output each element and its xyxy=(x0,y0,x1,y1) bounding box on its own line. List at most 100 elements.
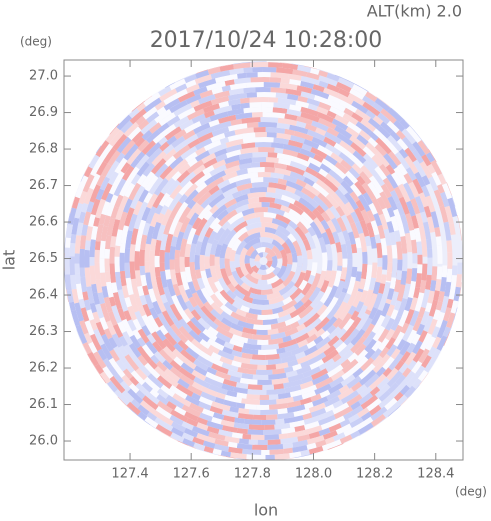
radar-cell xyxy=(180,349,196,364)
radar-cell xyxy=(135,115,146,126)
radar-cell xyxy=(373,292,383,309)
radar-cell xyxy=(127,166,140,181)
radar-cell xyxy=(222,194,234,204)
radar-cell xyxy=(303,138,320,150)
radar-cell xyxy=(124,354,140,372)
radar-cell xyxy=(246,81,264,88)
radar-cell xyxy=(196,126,215,139)
radar-cell xyxy=(320,219,330,230)
radar-cell xyxy=(259,264,267,271)
radar-cell xyxy=(342,230,350,242)
radar-cell xyxy=(307,103,318,111)
radar-cell xyxy=(250,177,264,183)
radar-cell xyxy=(404,351,417,366)
radar-cell xyxy=(229,375,241,383)
radar-cell xyxy=(214,243,223,257)
radar-cell xyxy=(164,233,174,253)
radar-cell xyxy=(378,390,391,402)
radar-cell xyxy=(366,222,375,238)
radar-cell xyxy=(269,449,284,455)
radar-cell xyxy=(99,143,113,161)
radar-cell xyxy=(244,403,257,410)
radar-cell xyxy=(437,184,445,194)
radar-cell xyxy=(234,127,254,136)
radar-cell xyxy=(274,229,289,242)
radar-cell xyxy=(274,162,288,170)
radar-cell xyxy=(259,197,276,203)
radar-cell xyxy=(204,256,210,270)
radar-cell xyxy=(307,352,327,366)
radar-cell xyxy=(228,88,244,96)
radar-cell xyxy=(358,232,368,253)
radar-cell xyxy=(267,152,278,158)
radar-cell xyxy=(340,243,348,259)
radar-cell xyxy=(224,246,232,259)
radar-cell xyxy=(189,402,204,413)
radar-cell xyxy=(257,339,269,346)
radar-cell xyxy=(262,66,277,73)
radar-cell xyxy=(249,102,262,108)
radar-cell xyxy=(366,209,376,222)
radar-cell xyxy=(274,453,290,460)
radar-cell xyxy=(386,344,398,357)
radar-cell xyxy=(326,389,342,401)
radar-cell xyxy=(208,344,220,355)
radar-cell xyxy=(251,265,260,274)
radar-cell xyxy=(209,164,227,177)
radar-cell xyxy=(323,87,340,98)
radar-cell xyxy=(276,152,295,162)
radar-cell xyxy=(428,299,438,317)
radar-cell xyxy=(378,283,386,294)
radar-cell xyxy=(206,426,220,435)
radar-cell xyxy=(223,229,237,246)
radar-cell xyxy=(148,176,164,195)
radar-cell xyxy=(265,227,277,235)
radar-cell xyxy=(176,294,188,311)
radar-cell xyxy=(177,91,196,103)
radar-cell xyxy=(327,270,337,288)
radar-cell xyxy=(304,183,321,197)
radar-cell xyxy=(116,114,133,131)
radar-cell xyxy=(328,423,342,433)
radar-cell xyxy=(289,124,309,135)
radar-cell xyxy=(415,213,424,227)
radar-cell xyxy=(268,394,279,400)
radar-cell xyxy=(267,300,285,310)
radar-cell xyxy=(146,111,160,124)
radar-cell xyxy=(436,335,448,351)
radar-cell xyxy=(279,82,298,91)
radar-cell xyxy=(301,187,316,200)
radar-cell xyxy=(265,127,286,134)
radar-cell xyxy=(168,201,183,220)
radar-cell xyxy=(178,333,189,344)
radar-cell xyxy=(230,322,244,332)
radar-cell xyxy=(285,180,304,192)
radar-cell xyxy=(264,167,276,173)
radar-cell xyxy=(372,281,381,295)
radar-cell xyxy=(382,367,393,378)
radar-cell xyxy=(370,348,383,361)
radar-cell xyxy=(146,147,163,165)
radar-cell xyxy=(292,240,303,257)
radar-cell xyxy=(203,446,214,454)
radar-cell xyxy=(128,342,142,358)
radar-cell xyxy=(350,310,360,321)
radar-cell xyxy=(307,129,326,142)
radar-cell xyxy=(136,173,147,186)
radar-cell xyxy=(350,336,367,354)
radar-cell xyxy=(327,335,340,347)
radar-cell xyxy=(283,143,302,153)
radar-cell xyxy=(300,384,318,395)
radar-cell xyxy=(155,329,167,342)
radar-cell xyxy=(276,396,294,405)
radar-cell xyxy=(386,304,396,317)
radar-cell xyxy=(424,302,433,313)
radar-cell xyxy=(79,320,89,335)
radar-cell xyxy=(390,315,402,331)
radar-cell xyxy=(309,221,323,239)
radar-cell xyxy=(149,122,162,134)
radar-cell xyxy=(304,317,322,333)
radar-cell xyxy=(357,304,368,319)
radar-cell xyxy=(296,221,309,235)
radar-cell xyxy=(337,231,346,245)
